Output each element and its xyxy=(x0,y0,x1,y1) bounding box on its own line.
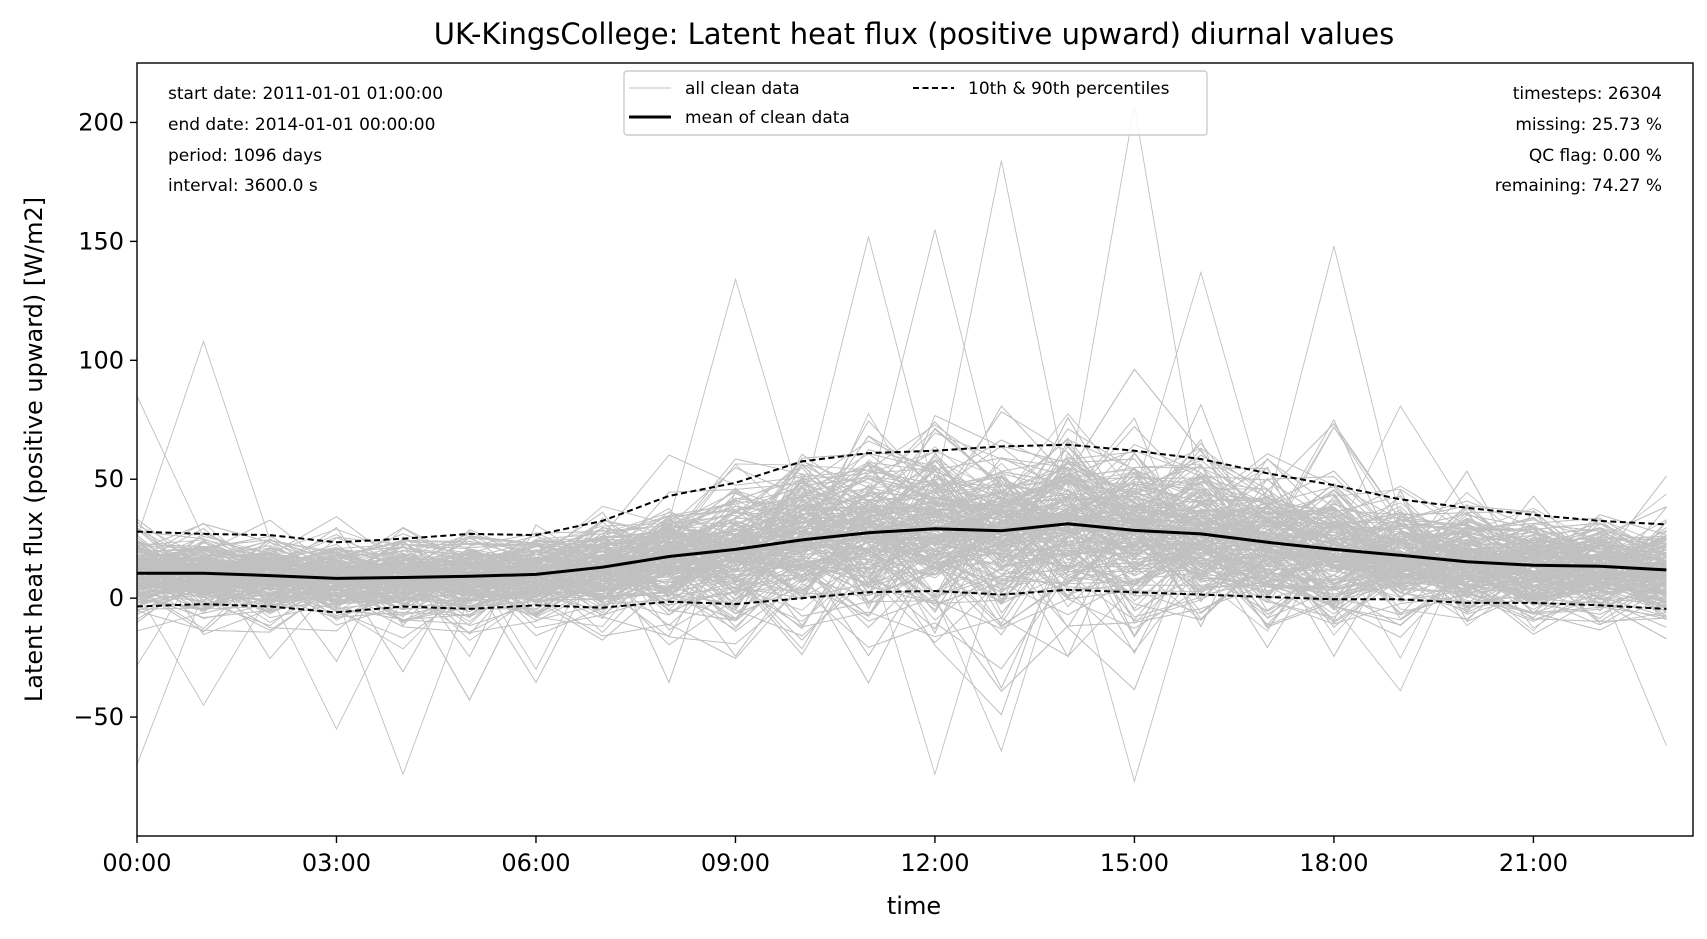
x-tick-label: 09:00 xyxy=(701,849,770,877)
clean-data-spike xyxy=(1067,542,1202,783)
x-tick-label: 06:00 xyxy=(501,849,570,877)
clean-data-trace xyxy=(136,416,1667,602)
clean-data-trace xyxy=(136,489,1667,637)
clean-data-spike xyxy=(868,549,1002,776)
x-tick-label: 15:00 xyxy=(1100,849,1169,877)
info-missing: missing: 25.73 % xyxy=(1515,115,1662,135)
clean-data-traces xyxy=(136,105,1667,783)
x-axis: 00:00 03:00 06:00 09:00 12:00 15:00 18:00 21:00 xyxy=(102,836,1568,877)
clean-data-trace xyxy=(136,463,1667,589)
clean-data-trace xyxy=(136,500,1667,657)
x-tick-label: 18:00 xyxy=(1299,849,1368,877)
y-tick-label: 150 xyxy=(78,227,124,255)
clean-data-trace xyxy=(136,454,1667,589)
y-tick-label: 0 xyxy=(109,584,124,612)
y-axis: −50 0 50 100 150 200 xyxy=(73,108,137,731)
clean-data-spike xyxy=(136,395,204,538)
clean-data-spike xyxy=(136,339,271,541)
legend-label-mean: mean of clean data xyxy=(685,108,850,128)
plot-frame xyxy=(136,62,1694,837)
series-lines xyxy=(136,443,1667,614)
clean-data-spike xyxy=(1599,585,1667,746)
clean-data-trace xyxy=(136,487,1667,628)
info-start-date: start date: 2011-01-01 01:00:00 xyxy=(168,84,443,104)
x-tick-label: 00:00 xyxy=(102,849,171,877)
clean-data-trace xyxy=(136,557,1667,692)
clean-data-trace xyxy=(136,461,1667,627)
clean-data-trace xyxy=(136,514,1667,627)
clean-data-spike xyxy=(801,236,936,505)
clean-data-trace xyxy=(136,422,1667,575)
legend: all clean data 10th & 90th percentiles m… xyxy=(623,70,1208,136)
clean-data-spike xyxy=(136,592,204,765)
legend-label-clean: all clean data xyxy=(685,79,800,99)
info-remaining: remaining: 74.27 % xyxy=(1495,176,1662,196)
y-tick-label: 200 xyxy=(78,108,124,136)
clean-data-trace xyxy=(136,453,1667,599)
clean-data-trace xyxy=(136,549,1667,634)
x-axis-label: time xyxy=(887,892,941,920)
series-mean-line xyxy=(137,522,1667,580)
clean-data-trace xyxy=(136,522,1667,614)
clean-data-trace xyxy=(136,508,1667,599)
clean-data-trace xyxy=(136,456,1667,619)
clean-data-spike xyxy=(136,591,271,707)
clean-data-trace xyxy=(136,460,1667,583)
clean-data-trace xyxy=(136,460,1667,615)
clean-data-trace xyxy=(136,565,1667,652)
x-tick-label: 21:00 xyxy=(1499,849,1568,877)
y-tick-label: −50 xyxy=(73,703,124,731)
clean-data-spike xyxy=(336,595,470,776)
clean-data-trace xyxy=(136,472,1667,598)
x-tick-label: 12:00 xyxy=(900,849,969,877)
info-right: timesteps: 26304 missing: 25.73 % QC fla… xyxy=(1495,84,1662,196)
clean-data-spike xyxy=(269,594,404,731)
clean-data-trace xyxy=(136,498,1667,628)
chart-title: UK-KingsCollege: Latent heat flux (posit… xyxy=(434,17,1394,51)
clean-data-spike xyxy=(934,160,1069,494)
clean-data-trace xyxy=(136,507,1667,701)
clean-data-trace xyxy=(136,471,1667,612)
clean-data-spike xyxy=(868,229,1002,498)
clean-data-spike xyxy=(668,277,803,522)
series-p10-line xyxy=(136,588,1667,614)
clean-data-trace xyxy=(136,457,1667,598)
clean-data-trace xyxy=(136,526,1667,630)
clean-data-spike xyxy=(1266,245,1401,520)
clean-data-trace xyxy=(136,481,1667,615)
clean-data-trace xyxy=(136,495,1667,628)
y-tick-label: 50 xyxy=(93,465,124,493)
y-tick-label: 100 xyxy=(78,346,124,374)
info-qc-flag: QC flag: 0.00 % xyxy=(1529,146,1662,166)
legend-box xyxy=(623,70,1208,136)
y-axis-label: Latent heat flux (positive upward) [W/m2… xyxy=(20,197,48,702)
clean-data-trace xyxy=(136,459,1667,596)
clean-data-trace xyxy=(136,482,1667,583)
x-tick-label: 03:00 xyxy=(302,849,371,877)
info-interval: interval: 3600.0 s xyxy=(168,176,318,196)
clean-data-trace xyxy=(136,439,1667,587)
info-period: period: 1096 days xyxy=(168,146,322,166)
clean-data-trace xyxy=(136,449,1667,577)
info-timesteps: timesteps: 26304 xyxy=(1513,84,1662,104)
info-left: start date: 2011-01-01 01:00:00 end date… xyxy=(168,84,443,196)
legend-label-percentiles: 10th & 90th percentiles xyxy=(968,79,1170,99)
clean-data-spike xyxy=(1133,270,1268,507)
clean-data-trace xyxy=(136,519,1667,630)
clean-data-trace xyxy=(136,470,1667,609)
info-end-date: end date: 2014-01-01 00:00:00 xyxy=(168,115,435,135)
